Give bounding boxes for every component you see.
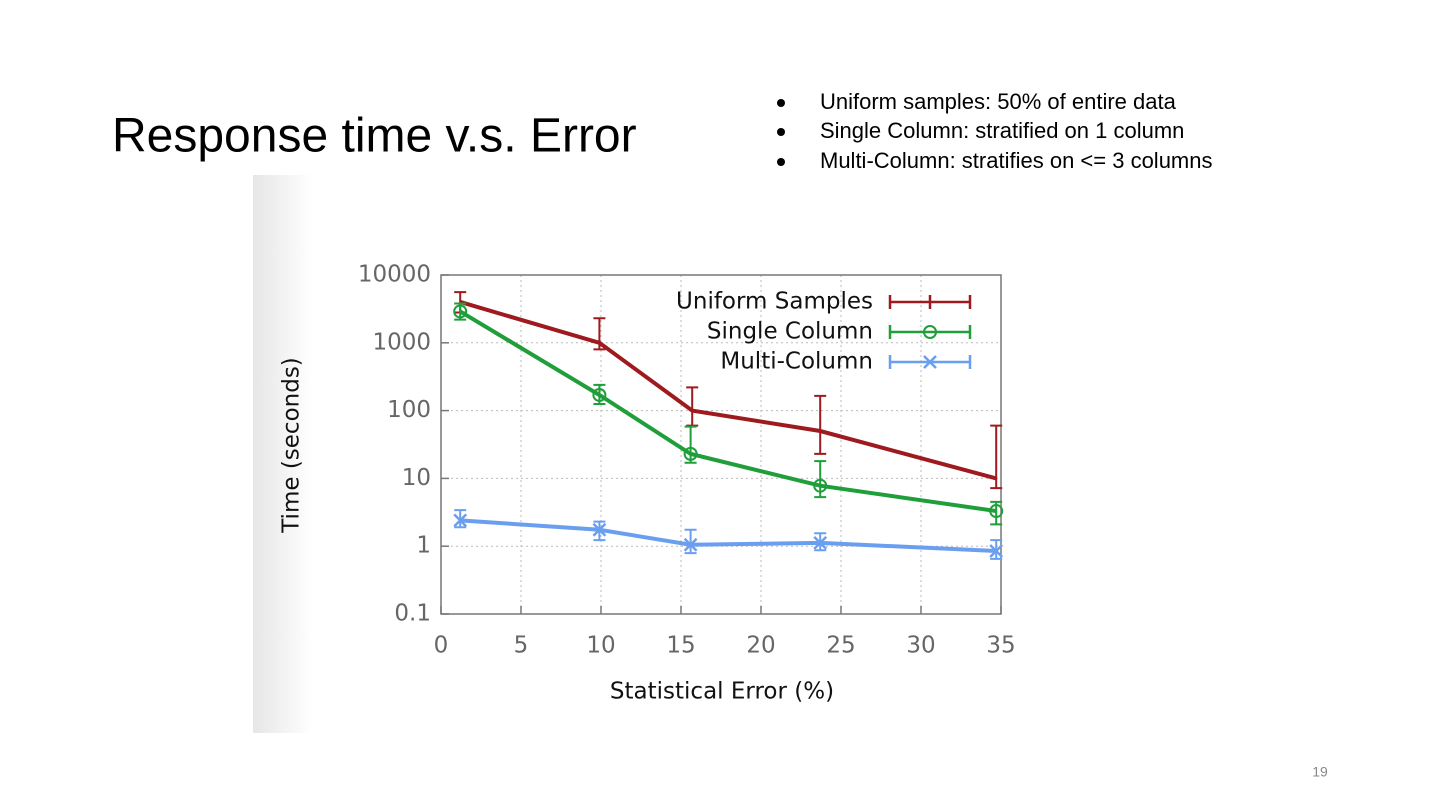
y-tick-label: 1000 [372, 329, 431, 355]
bullet-dot [777, 128, 785, 136]
x-tick-label: 10 [586, 633, 615, 659]
y-tick-label: 10 [402, 465, 431, 491]
x-axis-label: Statistical Error (%) [610, 679, 834, 705]
x-tick-label: 5 [514, 633, 529, 659]
error-bar [814, 394, 827, 455]
bullet-text: Single Column: stratified on 1 column [820, 118, 1184, 143]
x-tick-label: 25 [826, 633, 855, 659]
marker [923, 325, 937, 339]
marker [592, 387, 607, 402]
plot-frame [440, 274, 1002, 615]
legend-label: Uniform Samples [676, 289, 873, 315]
marker [989, 544, 1004, 558]
series-line [460, 518, 997, 553]
error-bar [684, 425, 697, 464]
slide-title: Response time v.s. Error [112, 110, 637, 163]
marker [923, 355, 937, 369]
image-shade [253, 175, 313, 733]
marker [813, 478, 828, 493]
page-number: 19 [1312, 764, 1328, 780]
x-tick-label: 15 [666, 633, 695, 659]
marker [453, 513, 468, 528]
y-tick-label: 100 [387, 397, 431, 423]
legend-swatch [888, 295, 972, 309]
marker [683, 537, 698, 552]
error-bar [593, 317, 606, 351]
bullet-dot [777, 99, 785, 107]
marker [453, 304, 468, 319]
bullet-text: Multi-Column: stratifies on <= 3 columns [820, 148, 1213, 173]
error-bar [684, 528, 697, 555]
marker [592, 522, 607, 537]
y-tick-label: 10000 [358, 262, 431, 288]
bullets: Uniform samples: 50% of entire data Sing… [777, 89, 1213, 173]
legend-label: Multi-Column [720, 349, 873, 375]
y-tick-label: 1 [416, 533, 431, 559]
x-tick-label: 30 [906, 633, 935, 659]
legend-label: Single Column [707, 319, 873, 345]
y-tick-label: 0.1 [394, 601, 431, 627]
legend-swatch [888, 325, 972, 339]
bullet-text: Uniform samples: 50% of entire data [820, 89, 1177, 114]
x-tick-label: 0 [434, 633, 449, 659]
y-axis-label: Time (seconds) [279, 357, 305, 534]
x-tick-label: 35 [986, 633, 1015, 659]
bullet-dot [777, 158, 785, 166]
marker [683, 446, 698, 461]
x-tick-label: 20 [746, 633, 775, 659]
error-bar [990, 424, 1003, 490]
marker [813, 535, 828, 550]
marker [989, 504, 1004, 519]
